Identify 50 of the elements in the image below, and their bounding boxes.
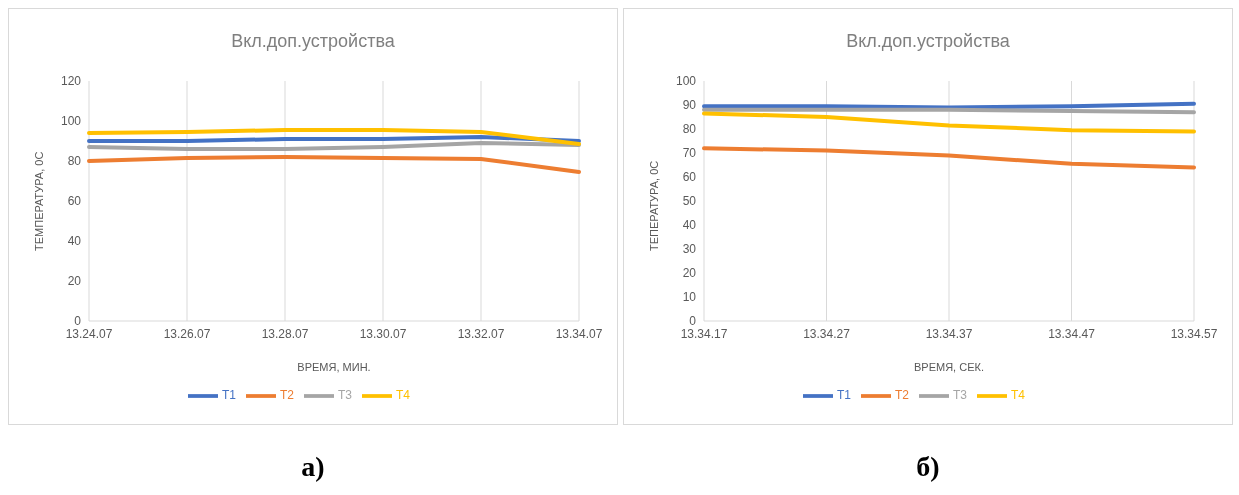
y-tick-label: 90 (682, 98, 697, 113)
line-series (87, 155, 581, 174)
x-axis-title: ВРЕМЯ, МИН. (297, 361, 371, 373)
y-tick-label: 40 (67, 234, 82, 249)
y-tick-label: 50 (682, 194, 697, 209)
y-tick-label: 0 (689, 314, 697, 329)
x-tick-label: 13.34.57 (1170, 326, 1218, 341)
x-tick-label: 13.34.07 (555, 326, 603, 341)
y-tick-label: 120 (60, 74, 82, 89)
y-tick-label: 30 (682, 242, 697, 257)
line-series (87, 128, 581, 146)
legend-label: T3 (953, 388, 968, 403)
line-series (702, 111, 1196, 134)
legend-label: T1 (836, 388, 851, 403)
y-axis-title: ТЕМПЕРАТУРА, 0С (32, 151, 45, 251)
x-tick-label: 13.30.07 (359, 326, 407, 341)
x-tick-label: 13.34.47 (1048, 326, 1096, 341)
legend-label: T2 (894, 388, 909, 403)
y-tick-label: 100 (675, 74, 697, 89)
line-series (702, 146, 1196, 170)
text: а) (300, 451, 326, 483)
text: б) (915, 451, 941, 483)
x-tick-label: 13.24.07 (65, 326, 113, 341)
y-tick-label: 80 (67, 154, 82, 169)
chart-title: Вкл.доп.устройства (845, 30, 1011, 53)
legend-label: T1 (221, 388, 236, 403)
y-tick-label: 40 (682, 218, 697, 233)
y-tick-label: 100 (60, 114, 82, 129)
legend-label: T4 (1011, 388, 1026, 403)
y-tick-label: 70 (682, 146, 697, 161)
y-tick-label: 20 (67, 274, 82, 289)
y-tick-label: 60 (682, 170, 697, 185)
y-tick-label: 60 (67, 194, 82, 209)
line-series (87, 141, 581, 151)
y-tick-label: 20 (682, 266, 697, 281)
legend-label: T4 (396, 388, 411, 403)
x-tick-label: 13.34.17 (680, 326, 728, 341)
x-tick-label: 13.32.07 (457, 326, 505, 341)
x-tick-label: 13.34.37 (925, 326, 973, 341)
x-tick-label: 13.28.07 (261, 326, 309, 341)
y-tick-label: 80 (682, 122, 697, 137)
legend-label: T3 (338, 388, 353, 403)
y-tick-label: 0 (74, 314, 82, 329)
legend-label: T2 (279, 388, 294, 403)
x-tick-label: 13.26.07 (163, 326, 211, 341)
x-axis-title: ВРЕМЯ, СЕК. (914, 361, 984, 373)
chart-title: Вкл.доп.устройства (230, 30, 396, 53)
y-tick-label: 10 (682, 290, 697, 305)
x-tick-label: 13.34.27 (803, 326, 851, 341)
y-axis-title: ТЕПЕРАТУРА, 0С (647, 160, 660, 251)
